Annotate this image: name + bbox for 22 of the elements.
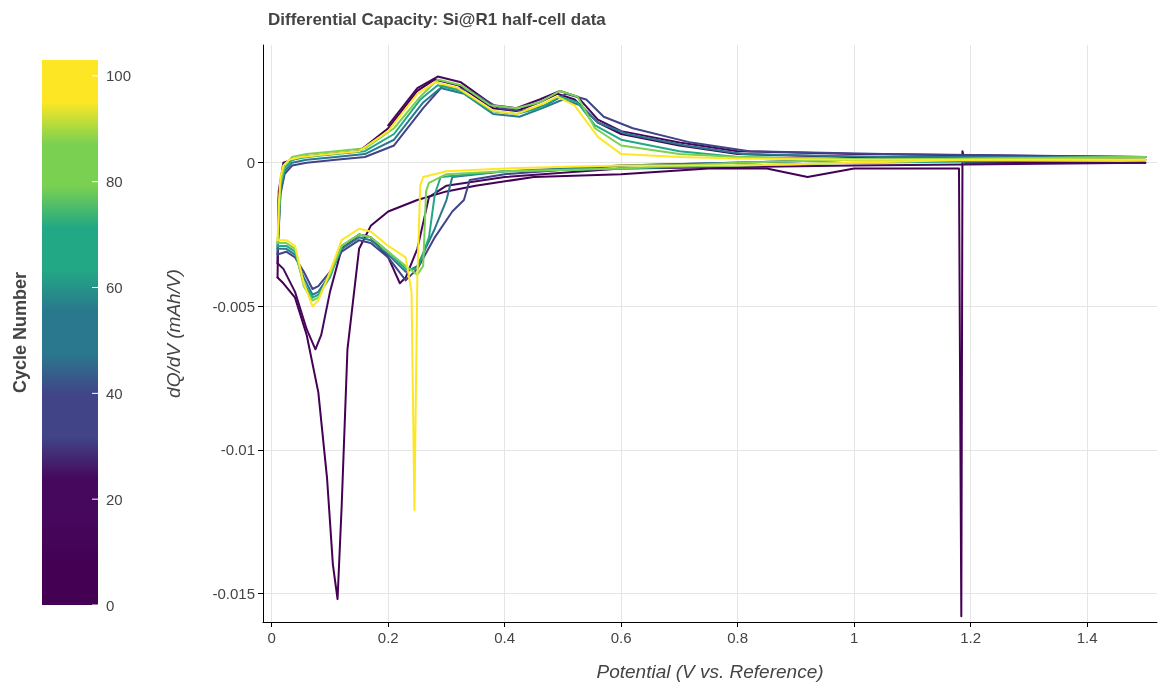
x-tick-label: 0.8 bbox=[727, 629, 749, 646]
x-tick-label: 0.6 bbox=[610, 629, 632, 646]
color-bar-label: 100 bbox=[106, 67, 132, 85]
x-axis-title: Potential (V vs. Reference) bbox=[596, 661, 824, 682]
color-bar-label: 40 bbox=[106, 384, 123, 402]
color-bar-title: Cycle Number bbox=[10, 271, 30, 394]
x-tick-label: 1.2 bbox=[960, 629, 982, 646]
color-bar-label: 60 bbox=[106, 279, 123, 297]
x-tick-label: 0.2 bbox=[377, 629, 399, 646]
y-tick-label: 0 bbox=[246, 154, 255, 172]
y-tick-label: -0.01 bbox=[220, 441, 255, 459]
x-tick-label: 1 bbox=[849, 629, 859, 646]
y-axis-title: dQ/dV (mAh/V) bbox=[163, 269, 184, 398]
chart-title: Differential Capacity: Si@R1 half-cell data bbox=[268, 10, 607, 29]
y-tick-label: -0.005 bbox=[212, 297, 255, 315]
color-bar-label: 80 bbox=[106, 173, 123, 191]
x-tick-label: 0.4 bbox=[494, 629, 516, 646]
y-tick-label: -0.015 bbox=[212, 584, 255, 602]
x-tick-label: 1.4 bbox=[1076, 629, 1098, 646]
color-bar-label: 20 bbox=[106, 490, 123, 508]
x-tick-label: 0 bbox=[267, 629, 276, 646]
color-bar-label: 0 bbox=[106, 596, 115, 614]
